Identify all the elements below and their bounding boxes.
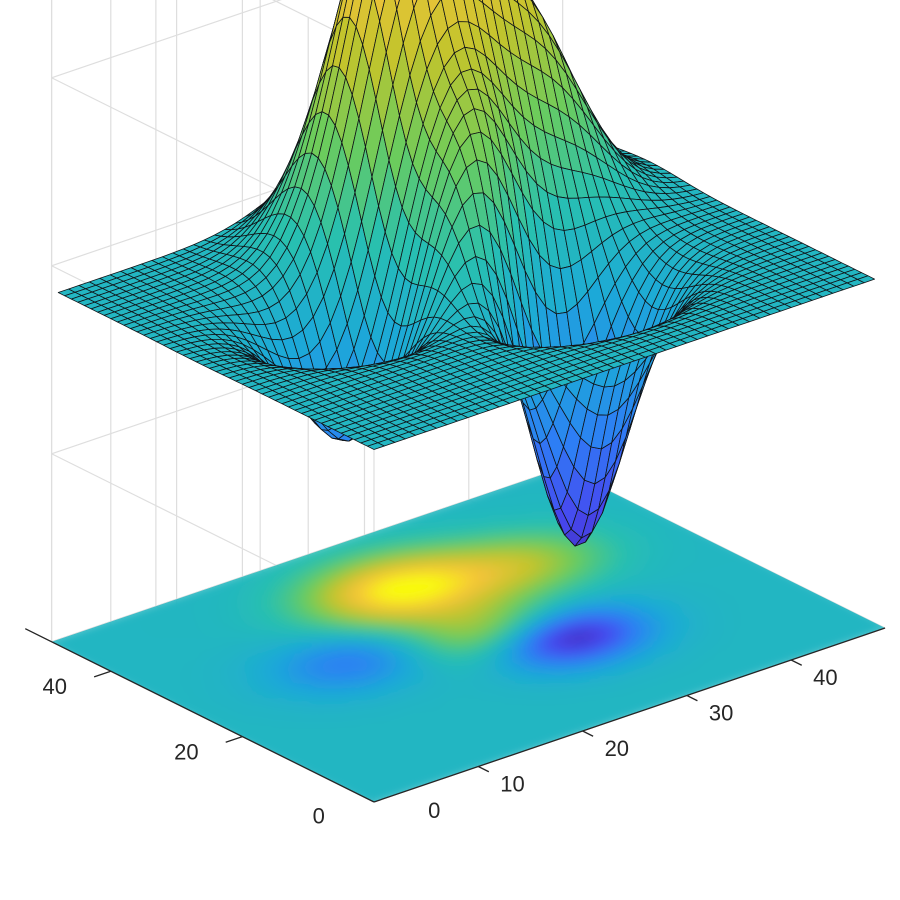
- x-tick-label: 20: [605, 736, 629, 761]
- x-tick-label: 40: [813, 665, 837, 690]
- y-tick-label: 20: [174, 740, 198, 765]
- x-tick-label: 30: [709, 701, 733, 726]
- x-tick-label: 10: [500, 772, 524, 797]
- y-tick-mark: [94, 671, 111, 677]
- x-tick-mark: [687, 696, 698, 701]
- y-origin-label: 0: [313, 803, 325, 828]
- y-tick-label: 40: [43, 674, 67, 699]
- y-tick-mark: [226, 737, 243, 743]
- x-origin-label: 0: [428, 798, 440, 823]
- x-tick-mark: [791, 660, 802, 665]
- x-tick-mark: [583, 731, 594, 736]
- x-tick-mark: [478, 767, 489, 772]
